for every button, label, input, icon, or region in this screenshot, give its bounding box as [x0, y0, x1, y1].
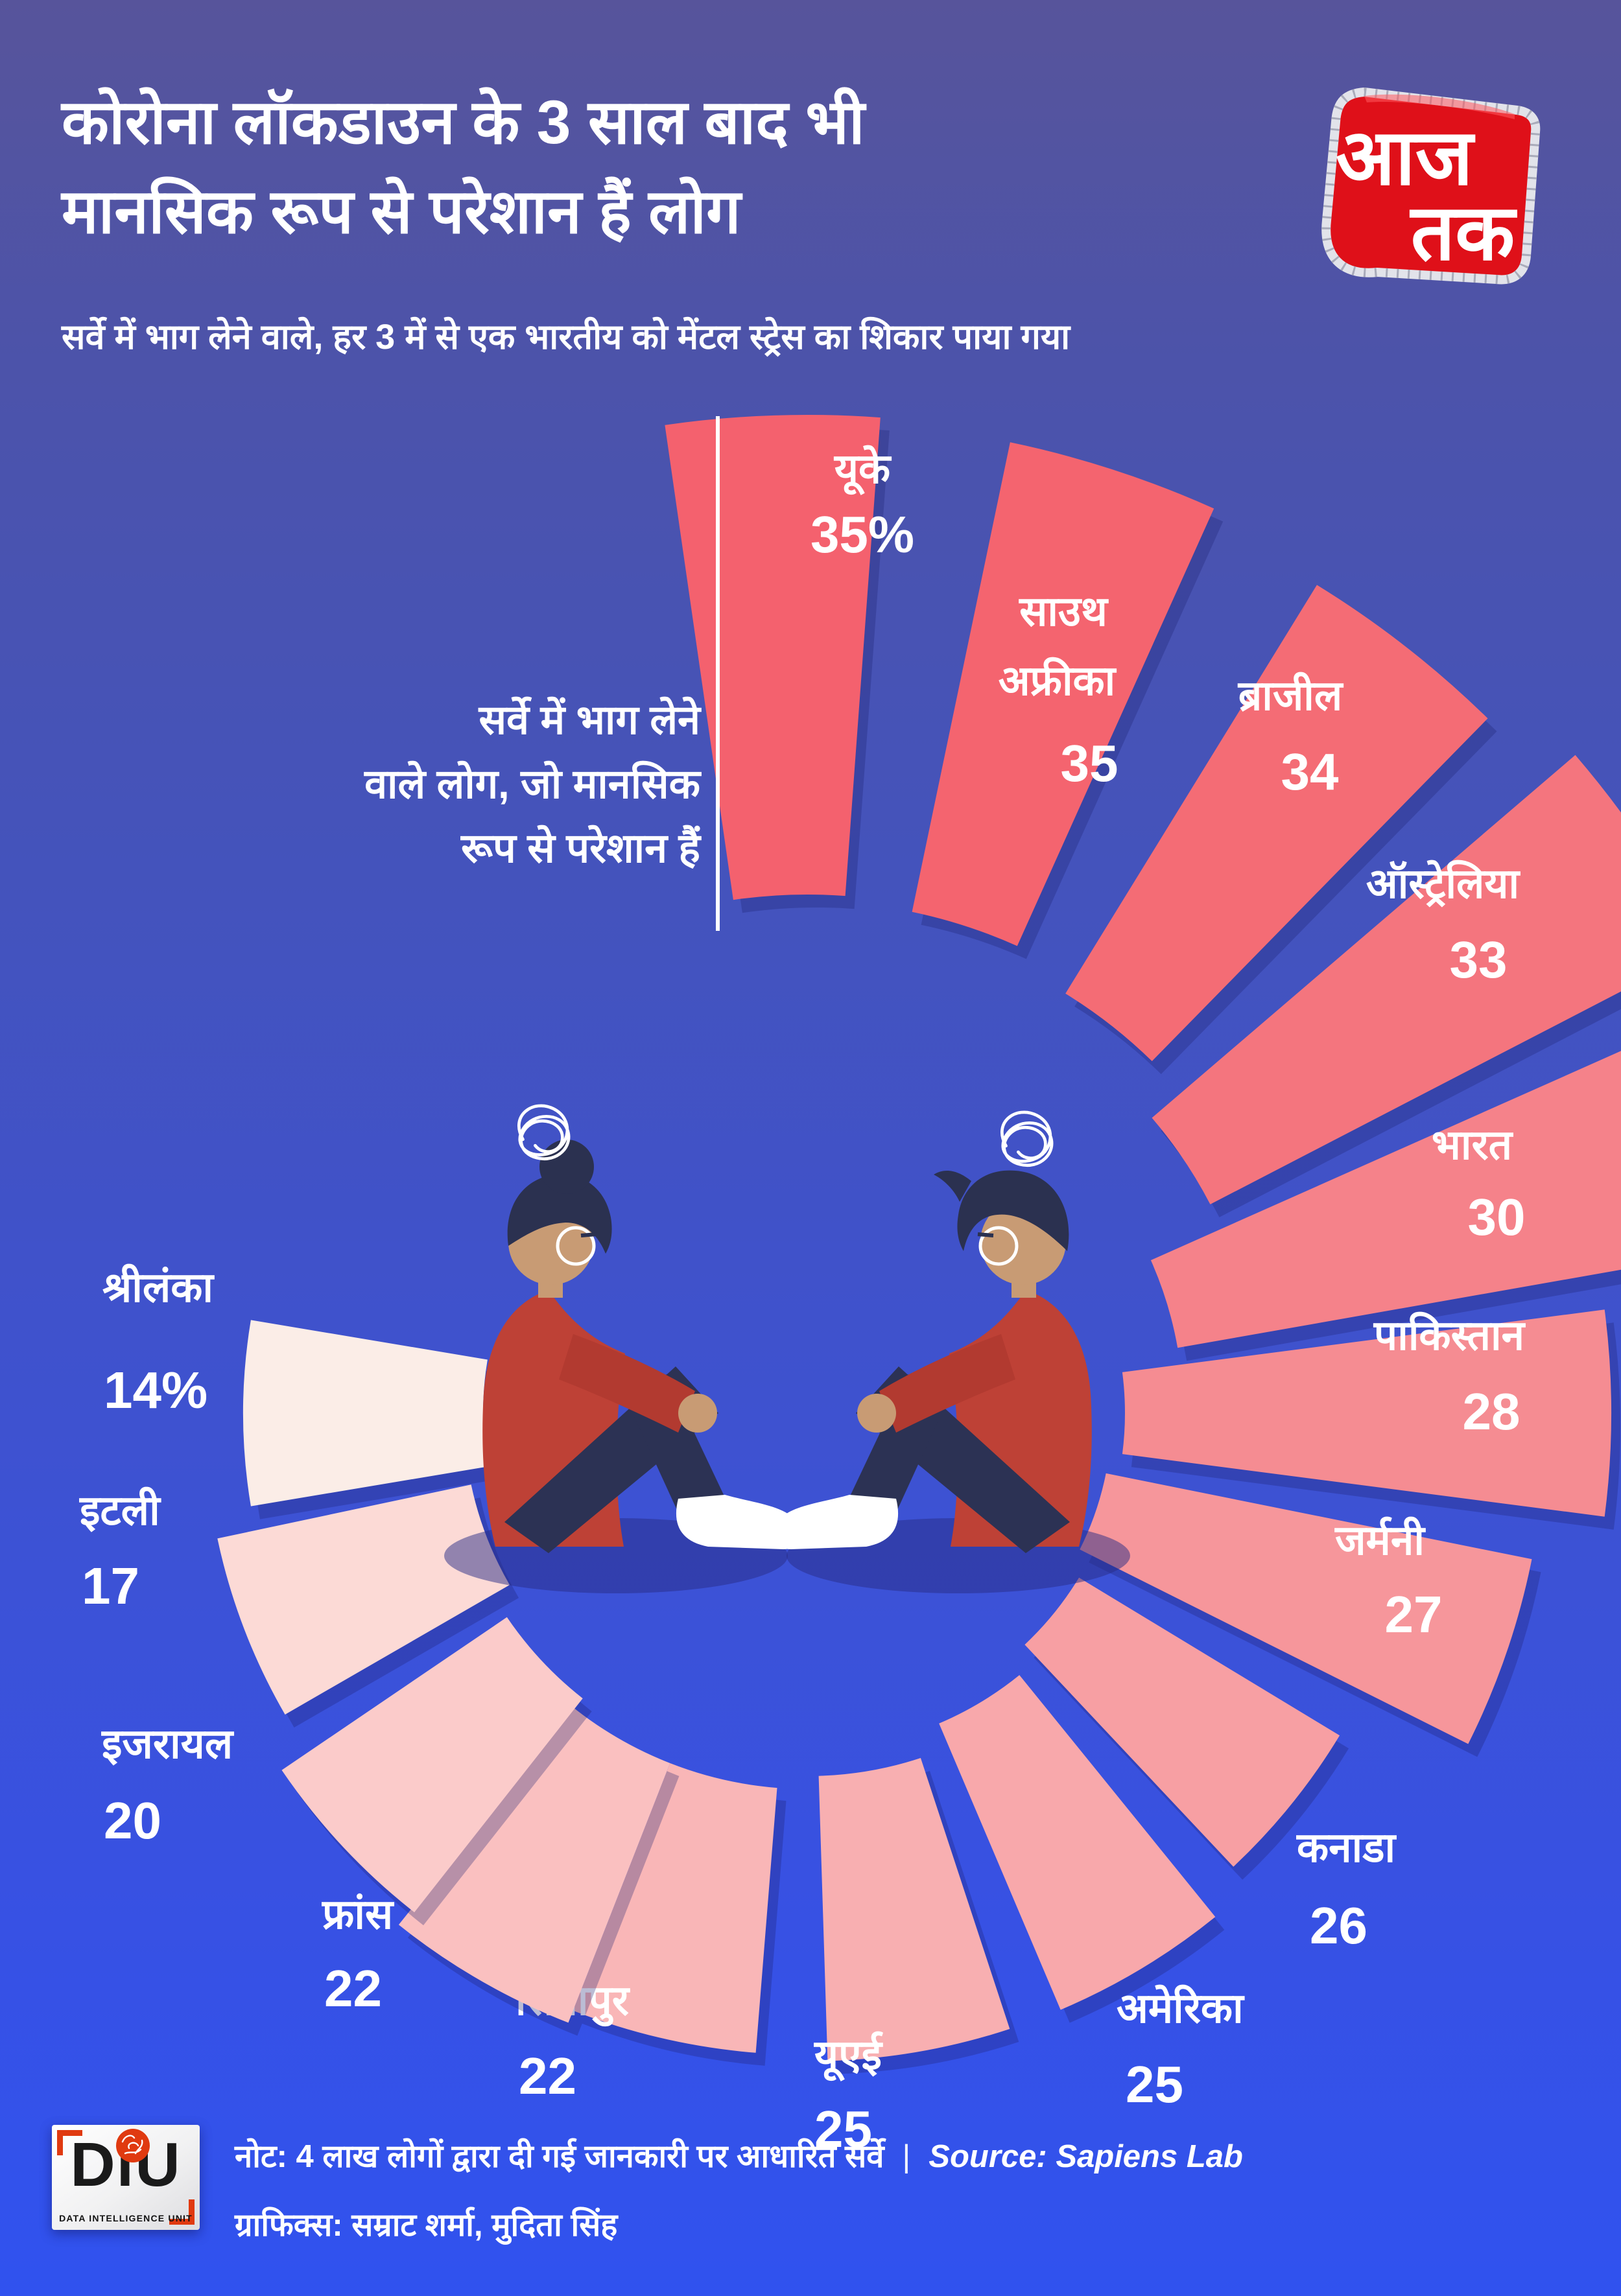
- man-sleeve: [879, 1334, 1015, 1433]
- bar-label-name-भारत: भारत: [1432, 1121, 1514, 1168]
- bar-label-name-ऑस्ट्रेलिया: ऑस्ट्रेलिया: [1366, 860, 1521, 908]
- chart-baseline: [716, 416, 720, 931]
- bar-label-name-अमेरिका: अमेरिका: [1117, 1984, 1245, 2032]
- diu-logo: DiU DATA INTELLIGENCE UNIT: [52, 2125, 200, 2230]
- bar-label-name-इजरायल: इजरायल: [101, 1720, 235, 1767]
- illustration-man: [773, 1170, 1130, 1593]
- woman-hair: [507, 1174, 612, 1254]
- bar-label-value-जर्मनी: 27: [1385, 1586, 1443, 1643]
- diu-caption: DATA INTELLIGENCE UNIT: [59, 2213, 193, 2223]
- bar-label-value-यूके: 35%: [810, 506, 914, 563]
- bar-पाकिस्तान: [1122, 1309, 1612, 1517]
- bar-ब्राजील: [1065, 585, 1488, 1061]
- bar-label-name-ब्राजील: ब्राजील: [1238, 672, 1344, 719]
- bar-label-name-पाकिस्तान: पाकिस्तान: [1373, 1311, 1526, 1359]
- bar-label-name-जर्मनी: जर्मनी: [1334, 1516, 1426, 1564]
- aajtak-logo: आज तक: [1321, 87, 1541, 285]
- bar-label-value-श्रीलंका: 14%: [104, 1361, 207, 1419]
- bar-साउथ अफ्रीका: [912, 442, 1214, 946]
- footer-note-row: नोट: 4 लाख लोगों द्वारा दी गई जानकारी पर…: [235, 2134, 1243, 2177]
- bar-label-value-इजरायल: 20: [104, 1792, 161, 1849]
- man-hair: [957, 1170, 1069, 1251]
- bar-सिंगापुर: [573, 1763, 777, 2053]
- bar-label-name-यूएई: यूएई: [814, 2031, 884, 2081]
- aajtak-text-line1: आज: [1336, 114, 1476, 201]
- bar-label-value-साउथ अफ्रीका: अफ्रीका: [999, 657, 1117, 704]
- bar-label-value-पाकिस्तान: 28: [1463, 1383, 1520, 1440]
- bar-label-name-साउथ अफ्रीका: साउथ: [1019, 588, 1109, 635]
- chart-annotation: सर्वे में भाग लेने वाले लोग, जो मानसिक र…: [364, 688, 700, 881]
- bar-label-value-सिंगापुर: 22: [519, 2047, 576, 2105]
- bar-label-name-यूके: यूके: [834, 445, 892, 495]
- bar-label-value-फ्रांस: 22: [324, 1960, 382, 2017]
- bar-इजरायल: [281, 1617, 583, 1913]
- aajtak-shield: [1321, 87, 1541, 285]
- bar-अमेरिका: [939, 1675, 1216, 2010]
- aajtak-shine: [1364, 94, 1515, 119]
- stress-scribble-left-icon: [517, 1104, 571, 1160]
- stress-scribble-right-icon: [1000, 1110, 1054, 1167]
- bar-label-value-साउथ अफ्रीका: 35: [1061, 734, 1118, 792]
- man-glasses: [978, 1226, 1019, 1266]
- man-hair-quiff: [934, 1171, 971, 1202]
- man-eye: [977, 1232, 994, 1237]
- title-line1: कोरोना लॉकडाउन के 3 साल बाद भी: [62, 88, 865, 157]
- diu-brain-icon: [116, 2129, 150, 2162]
- man-hand: [857, 1394, 896, 1433]
- annotation-line1: सर्वे में भाग लेने: [479, 697, 700, 743]
- footer-source: Source: Sapiens Lab: [929, 2139, 1243, 2174]
- woman-hand: [678, 1394, 717, 1433]
- footer-credits: ग्राफिक्स: सम्राट शर्मा, मुदिता सिंह: [235, 2208, 618, 2243]
- bar-कनाडा: [1024, 1577, 1340, 1867]
- bar-इटली: [217, 1484, 510, 1715]
- bar-भारत: [1150, 1051, 1621, 1348]
- bars-layer: यूके 35% साउथ अफ्रीका 35 ब्राजील 34 ऑस्ट्रेलिया…: [79, 414, 1621, 2158]
- woman-sleeve: [559, 1334, 695, 1433]
- bar-label-name-श्रीलंका: श्रीलंका: [102, 1263, 215, 1311]
- bar-label-value-ब्राजील: 34: [1281, 743, 1339, 801]
- bar-label-value-भारत: 30: [1468, 1188, 1526, 1246]
- bar-label-value-कनाडा: 26: [1310, 1897, 1367, 1954]
- bar-label-value-इटली: 17: [82, 1557, 139, 1615]
- annotation-line3: रूप से परेशान हैं: [461, 826, 700, 871]
- woman-eye: [580, 1232, 597, 1237]
- man-sneaker: [773, 1495, 899, 1549]
- bar-ऑस्ट्रेलिया: [1152, 755, 1621, 1204]
- bar-label-value-अमेरिका: 25: [1126, 2056, 1183, 2113]
- bar-जर्मनी: [1080, 1473, 1532, 1744]
- annotation-line2: वाले लोग, जो मानसिक: [364, 762, 700, 807]
- bar-label-name-इटली: इटली: [79, 1486, 161, 1534]
- page-title: कोरोना लॉकडाउन के 3 साल बाद भी मानसिक रू…: [62, 78, 865, 257]
- bar-श्रीलंका: [243, 1320, 488, 1506]
- footer-note: नोट: 4 लाख लोगों द्वारा दी गई जानकारी पर…: [235, 2139, 884, 2174]
- footer-separator: |: [902, 2139, 911, 2174]
- page-subtitle: सर्वे में भाग लेने वाले, हर 3 में से एक …: [62, 318, 1071, 357]
- title-line2: मानसिक रूप से परेशान हैं लोग: [62, 178, 741, 246]
- bar-label-name-फ्रांस: फ्रांस: [322, 1891, 395, 1938]
- bar-यूएई: [818, 1758, 1010, 2061]
- woman-sneaker: [676, 1495, 801, 1549]
- woman-glasses: [556, 1226, 596, 1266]
- aajtak-text-line2: तक: [1410, 189, 1517, 276]
- bar-label-name-कनाडा: कनाडा: [1296, 1824, 1397, 1871]
- bar-label-value-ऑस्ट्रेलिया: 33: [1450, 931, 1508, 989]
- bar-label-value-यूएई: 25: [814, 2100, 872, 2158]
- diu-corner-bracket-br: [169, 2199, 195, 2225]
- diu-corner-bracket-tl: [57, 2130, 82, 2155]
- bar-फ्रांस: [398, 1707, 670, 2023]
- illustration-woman: [444, 1140, 801, 1593]
